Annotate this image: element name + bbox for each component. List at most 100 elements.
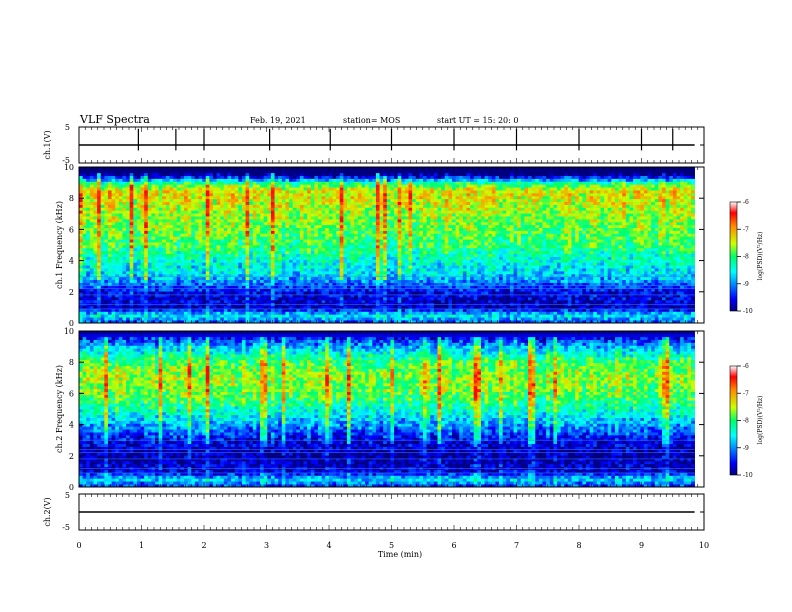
spectrogram-cell [253, 254, 257, 257]
spectrogram-cell [300, 179, 304, 182]
spectrogram-cell [133, 228, 137, 231]
spectrogram-cell [130, 199, 134, 202]
spectrogram-cell [293, 242, 297, 245]
spectrogram-cell [390, 251, 394, 254]
spectrogram-cell [220, 231, 224, 234]
spectrogram-cell [343, 228, 347, 231]
spectrogram-cell [224, 262, 228, 265]
spectrogram-cell [220, 213, 224, 216]
spectrogram-cell [148, 233, 152, 236]
spectrogram-cell [213, 317, 217, 320]
spectrogram-cell [173, 271, 177, 274]
spectrogram-cell [195, 314, 199, 317]
spectrogram-cell [141, 306, 145, 309]
spectrogram-cell [365, 306, 369, 309]
spectrogram-cell [354, 222, 358, 225]
spectrogram-cell [235, 207, 239, 210]
spectrogram-cell [354, 219, 358, 222]
spectrogram-cell [354, 190, 358, 193]
spectrogram-cell [199, 268, 203, 271]
spectrogram-cell [188, 239, 192, 242]
spectrogram-cell [278, 184, 282, 187]
spectrogram-cell [311, 199, 315, 202]
spectrogram-cell [180, 245, 184, 248]
spectrogram-cell [275, 239, 279, 242]
spectrogram-cell [93, 196, 97, 199]
spectrogram-cell [318, 314, 322, 317]
spectrogram-cell [162, 181, 166, 184]
spectrogram-cell [394, 254, 398, 257]
spectrogram-cell [108, 271, 112, 274]
spectrogram-cell [159, 245, 163, 248]
spectrogram-cell [151, 257, 155, 260]
spectrogram-cell [256, 213, 260, 216]
spectrogram-cell [162, 277, 166, 280]
spectrogram-cell [318, 274, 322, 277]
spectrogram-cell [83, 271, 87, 274]
vlf-figure: VLF Spectra Feb. 19, 2021 station= MOS s… [0, 0, 792, 612]
spectrogram-cell [361, 233, 365, 236]
spectrogram-cell [137, 225, 141, 228]
spectrogram-cell [93, 277, 97, 280]
spectrogram-cell [271, 190, 275, 193]
spectrogram-cell [285, 245, 289, 248]
spectrogram-cell [231, 254, 235, 257]
spectrogram-cell [318, 176, 322, 179]
spectrogram-cell [238, 205, 242, 208]
spectrogram-cell [231, 187, 235, 190]
spectrogram-cell [209, 207, 213, 210]
spectrogram-cell [133, 199, 137, 202]
spectrogram-cell [159, 173, 163, 176]
spectrogram-cell [354, 259, 358, 262]
spectrogram-cell [289, 181, 293, 184]
spectrogram-cell [307, 196, 311, 199]
spectrogram-cell [177, 173, 181, 176]
spectrogram-cell [307, 207, 311, 210]
spectrogram-cell [336, 173, 340, 176]
spectrogram-cell [122, 300, 126, 303]
spectrogram-cell [159, 207, 163, 210]
spectrogram-cell [93, 257, 97, 260]
spectrogram-cell [188, 210, 192, 213]
spectrogram-cell [285, 199, 289, 202]
spectrogram-cell [173, 205, 177, 208]
spectrogram-cell [188, 173, 192, 176]
spectrogram-cell [242, 207, 246, 210]
spectrogram-cell [282, 274, 286, 277]
spectrogram-cell [332, 265, 336, 268]
spectrogram-cell [372, 254, 376, 257]
spectrogram-cell [314, 233, 318, 236]
spectrogram-cell [311, 265, 315, 268]
spectrogram-cell [332, 210, 336, 213]
spectrogram-cell [202, 239, 206, 242]
spectrogram-cell [322, 205, 326, 208]
spectrogram-cell [155, 190, 159, 193]
spectrogram-cell [227, 225, 231, 228]
spectrogram-cell [115, 274, 119, 277]
spectrogram-cell [170, 207, 174, 210]
spectrogram-cell [325, 271, 329, 274]
spectrogram-cell [170, 285, 174, 288]
spectrogram-cell [369, 317, 373, 320]
spectrogram-cell [184, 274, 188, 277]
spectrogram-cell [227, 205, 231, 208]
spectrogram-cell [209, 222, 213, 225]
spectrogram-cell [199, 210, 203, 213]
spectrogram-cell [199, 193, 203, 196]
spectrogram-cell [108, 173, 112, 176]
spectrogram-cell [148, 271, 152, 274]
spectrogram-cell [177, 300, 181, 303]
spectrogram-cell [325, 233, 329, 236]
spectrogram-cell [199, 207, 203, 210]
spectrogram-cell [93, 202, 97, 205]
spectrogram-cell [285, 170, 289, 173]
spectrogram-cell [202, 176, 206, 179]
spectrogram-cell [289, 291, 293, 294]
spectrogram-cell [340, 262, 344, 265]
spectrogram-cell [296, 193, 300, 196]
spectrogram-cell [126, 265, 130, 268]
spectrogram-cell [217, 184, 221, 187]
spectrogram-cell [173, 277, 177, 280]
spectrogram-cell [336, 311, 340, 314]
spectrogram-cell [347, 254, 351, 257]
